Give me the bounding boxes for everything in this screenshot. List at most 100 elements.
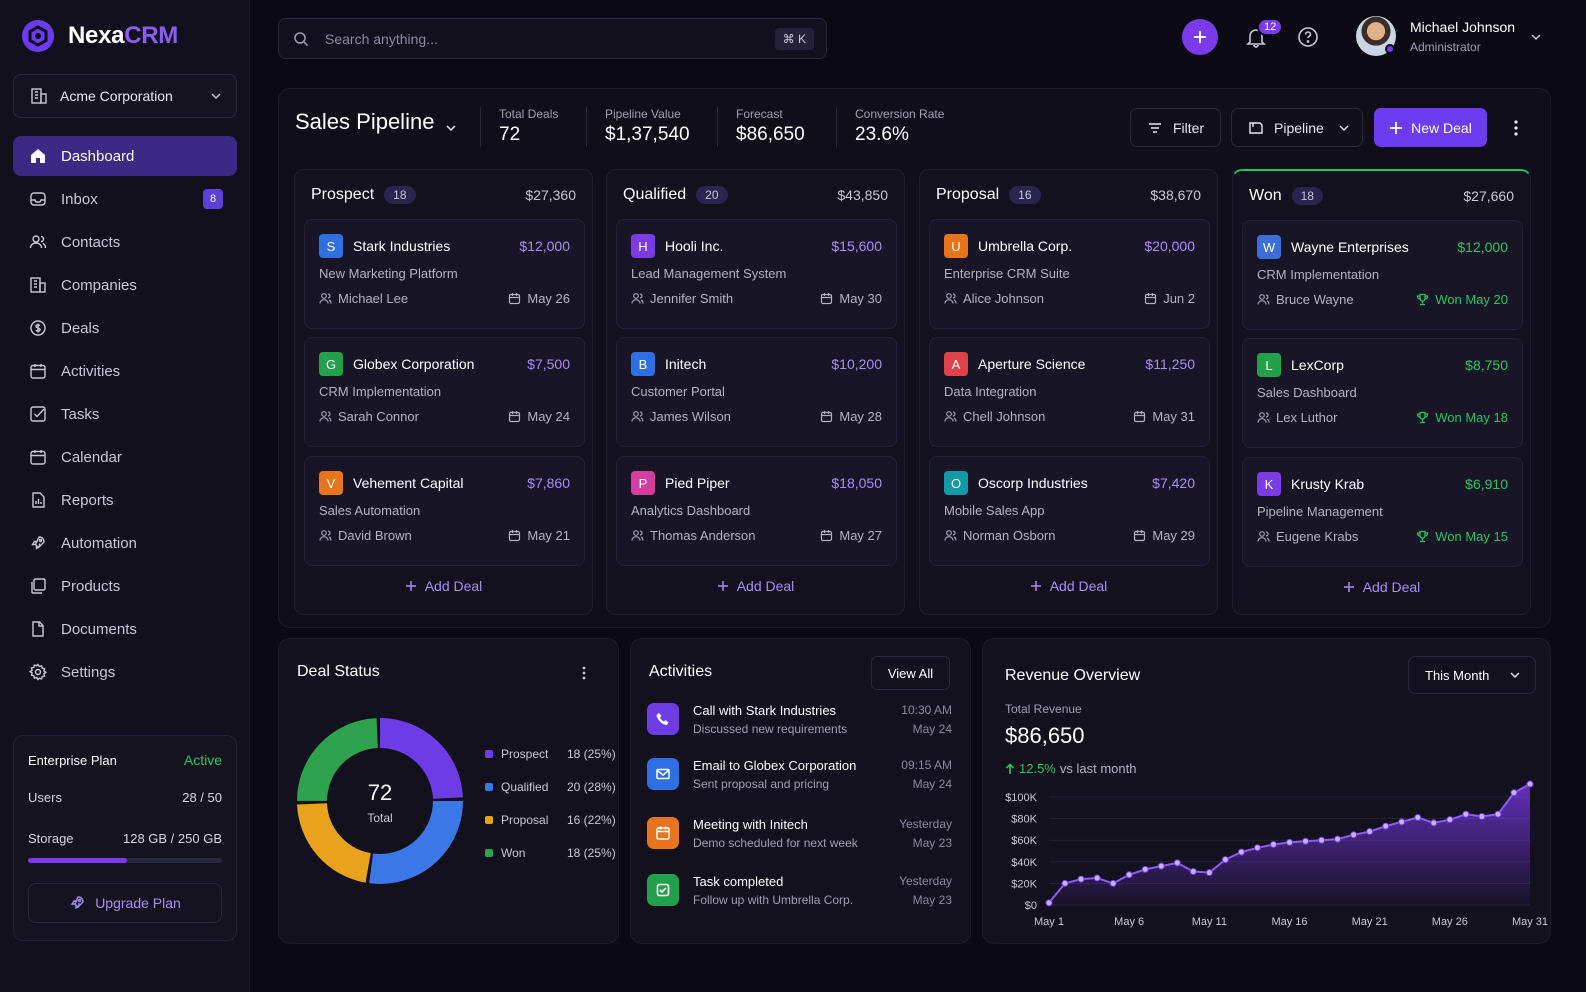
revenue-point[interactable] <box>1077 875 1085 883</box>
sidebar-item-dashboard[interactable]: Dashboard <box>13 136 237 176</box>
revenue-point[interactable] <box>1430 819 1438 827</box>
revenue-point[interactable] <box>1526 780 1534 788</box>
brand-logo[interactable]: NexaCRM <box>22 20 178 52</box>
revenue-point[interactable] <box>1061 879 1069 887</box>
search-input[interactable]: Search anything... <box>325 30 438 47</box>
donut-slice-qualified[interactable] <box>297 718 463 884</box>
activity-item[interactable]: Call with Stark Industries Discussed new … <box>647 703 952 743</box>
sidebar-item-contacts[interactable]: Contacts <box>13 222 237 262</box>
quick-add-button[interactable] <box>1182 19 1218 55</box>
trophy-icon <box>1416 411 1429 424</box>
revenue-point[interactable] <box>1478 812 1486 820</box>
period-select[interactable]: This Month <box>1408 656 1536 694</box>
revenue-point[interactable] <box>1109 879 1117 887</box>
deal-amount: $10,200 <box>831 356 882 372</box>
deal-amount: $7,420 <box>1152 475 1195 491</box>
deal-card[interactable]: L LexCorp $8,750 Sales Dashboard Lex Luthor W… <box>1242 338 1523 448</box>
add-deal-button[interactable]: Add Deal <box>920 578 1217 594</box>
revenue-point[interactable] <box>1253 844 1261 852</box>
activity-item[interactable]: Meeting with Initech Demo scheduled for n… <box>647 817 952 857</box>
deal-card[interactable]: K Krusty Krab $6,910 Pipeline Management Eug… <box>1242 457 1523 567</box>
deal-date: May 29 <box>1152 528 1195 543</box>
revenue-point[interactable] <box>1350 831 1358 839</box>
sidebar-item-inbox[interactable]: Inbox 8 <box>13 179 237 219</box>
calendar-icon <box>820 410 833 423</box>
gear-icon <box>29 663 47 681</box>
revenue-point[interactable] <box>1318 836 1326 844</box>
page-title[interactable]: Sales Pipeline <box>295 109 435 134</box>
revenue-point[interactable] <box>1237 848 1245 856</box>
revenue-point[interactable] <box>1494 810 1502 818</box>
column-count-badge: 16 <box>1009 186 1041 204</box>
revenue-point[interactable] <box>1045 899 1053 907</box>
revenue-point[interactable] <box>1302 837 1310 845</box>
revenue-point[interactable] <box>1141 865 1149 873</box>
sidebar-item-companies[interactable]: Companies <box>13 265 237 305</box>
sidebar-item-activities[interactable]: Activities <box>13 351 237 391</box>
revenue-point[interactable] <box>1125 871 1133 879</box>
revenue-point[interactable] <box>1366 828 1374 836</box>
upgrade-plan-button[interactable]: Upgrade Plan <box>28 883 222 923</box>
activity-subtitle: Demo scheduled for next week <box>693 836 858 850</box>
online-status-dot <box>1385 44 1395 54</box>
revenue-point[interactable] <box>1446 816 1454 824</box>
more-options-icon[interactable] <box>1513 119 1519 137</box>
sidebar-item-documents[interactable]: Documents <box>13 609 237 649</box>
revenue-point[interactable] <box>1173 859 1181 867</box>
activity-item[interactable]: Task completed Follow up with Umbrella Co… <box>647 874 952 914</box>
help-button[interactable] <box>1297 26 1319 48</box>
x-tick-label: May 26 <box>1432 916 1468 928</box>
pipeline-view-select[interactable]: Pipeline <box>1231 108 1363 147</box>
pipeline-select-chevron-down-icon[interactable] <box>445 122 457 134</box>
revenue-point[interactable] <box>1286 838 1293 846</box>
sidebar-item-products[interactable]: Products <box>13 566 237 606</box>
filter-button[interactable]: Filter <box>1130 108 1221 147</box>
add-deal-button[interactable]: Add Deal <box>1233 579 1530 595</box>
revenue-change-suffix: vs last month <box>1059 761 1137 776</box>
revenue-point[interactable] <box>1462 810 1470 818</box>
sidebar-item-settings[interactable]: Settings <box>13 652 237 692</box>
revenue-point[interactable] <box>1510 789 1518 797</box>
revenue-point[interactable] <box>1189 868 1197 876</box>
user-name[interactable]: Michael Johnson <box>1410 19 1516 35</box>
deal-amount: $8,750 <box>1465 357 1508 373</box>
sidebar-item-deals[interactable]: Deals <box>13 308 237 348</box>
organization-select[interactable]: Acme Corporation <box>13 74 237 118</box>
deal-card[interactable]: O Oscorp Industries $7,420 Mobile Sales App… <box>929 456 1210 566</box>
view-all-button[interactable]: View All <box>871 656 950 690</box>
legend-value: 18 (25%) <box>567 747 616 761</box>
deal-card[interactable]: H Hooli Inc. $15,600 Lead Management System… <box>616 219 897 329</box>
sidebar-item-automation[interactable]: Automation <box>13 523 237 563</box>
revenue-point[interactable] <box>1334 835 1342 843</box>
deal-card[interactable]: V Vehement Capital $7,860 Sales Automation D… <box>304 456 585 566</box>
column-name: Prospect <box>311 186 375 203</box>
revenue-point[interactable] <box>1205 869 1213 877</box>
add-deal-button[interactable]: Add Deal <box>607 578 904 594</box>
revenue-point[interactable] <box>1093 874 1101 882</box>
new-deal-button[interactable]: New Deal <box>1374 108 1487 147</box>
deal-company: Umbrella Corp. <box>978 238 1073 254</box>
deal-card[interactable]: S Stark Industries $12,000 New Marketing Pl… <box>304 219 585 329</box>
sidebar-item-calendar[interactable]: Calendar <box>13 437 237 477</box>
revenue-overview-panel: Revenue Overview This Month Total Revenu… <box>982 638 1551 944</box>
deal-card[interactable]: A Aperture Science $11,250 Data Integration… <box>929 337 1210 447</box>
revenue-point[interactable] <box>1414 814 1422 822</box>
revenue-point[interactable] <box>1269 841 1277 849</box>
deal-card[interactable]: P Pied Piper $18,050 Analytics Dashboard Tho… <box>616 456 897 566</box>
deal-card[interactable]: B Initech $10,200 Customer Portal James Wils… <box>616 337 897 447</box>
user-menu-chevron-down-icon[interactable] <box>1530 31 1542 43</box>
more-options-icon[interactable] <box>581 665 587 681</box>
revenue-point[interactable] <box>1382 822 1390 830</box>
add-deal-button[interactable]: Add Deal <box>295 578 592 594</box>
deal-card[interactable]: U Umbrella Corp. $20,000 Enterprise CRM Sui… <box>929 219 1210 329</box>
revenue-point[interactable] <box>1221 856 1229 864</box>
deal-card[interactable]: G Globex Corporation $7,500 CRM Implementat… <box>304 337 585 447</box>
deal-card[interactable]: W Wayne Enterprises $12,000 CRM Implementat… <box>1242 220 1523 330</box>
search-bar[interactable]: Search anything... ⌘ K <box>278 18 827 59</box>
activity-item[interactable]: Email to Globex Corporation Sent proposal… <box>647 758 952 798</box>
sidebar-item-reports[interactable]: Reports <box>13 480 237 520</box>
revenue-point[interactable] <box>1157 862 1165 870</box>
revenue-point[interactable] <box>1398 818 1406 826</box>
donut-slice-prospect[interactable] <box>297 718 463 884</box>
sidebar-item-tasks[interactable]: Tasks <box>13 394 237 434</box>
